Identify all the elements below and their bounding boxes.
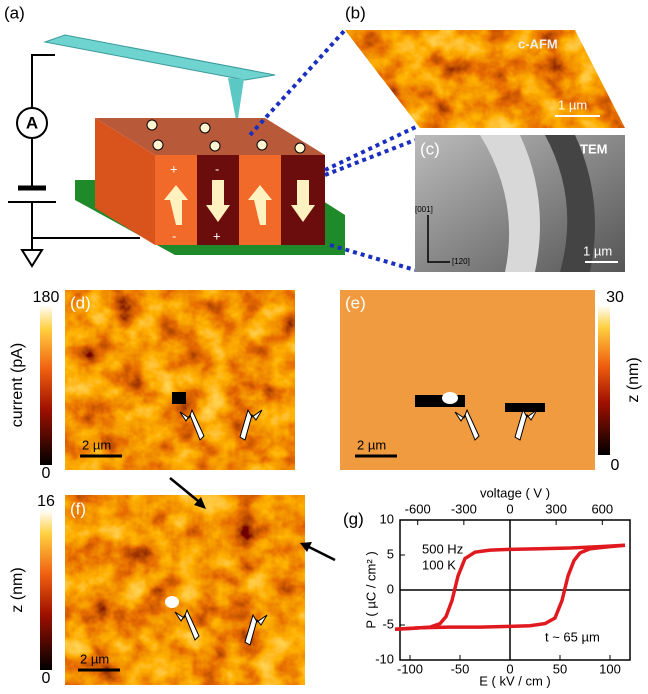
- cantilever: [45, 35, 275, 80]
- x2-tick-label: 0: [506, 501, 513, 516]
- contact: [200, 123, 210, 133]
- x2-tick-label: -600: [405, 501, 431, 516]
- x-tick-label: 100: [599, 661, 621, 676]
- colorbar-min: 0: [42, 465, 51, 482]
- defect: [165, 596, 179, 608]
- x2-tick-label: -300: [451, 501, 477, 516]
- scale-label: 2 µm: [82, 437, 111, 452]
- panel-label: (g): [343, 509, 364, 528]
- defect: [172, 392, 186, 404]
- ground: [22, 250, 42, 266]
- scale-label: 2 µm: [357, 437, 386, 452]
- x2-axis-label: voltage ( V ): [480, 485, 550, 500]
- y-tick-label: 0: [387, 581, 394, 596]
- x-tick-label: 0: [506, 661, 513, 676]
- panel-label: (d): [70, 293, 91, 312]
- contact: [153, 140, 163, 150]
- contact: [147, 120, 157, 130]
- sign: -: [172, 228, 176, 243]
- direction: [001]: [415, 205, 433, 214]
- colorbar: [40, 510, 52, 670]
- contact: [257, 140, 267, 150]
- wire: [32, 55, 55, 110]
- defect: [505, 403, 545, 412]
- panel-label: (a): [4, 3, 25, 22]
- panel-label: (b): [345, 3, 366, 22]
- ammeter-label: A: [26, 113, 38, 132]
- image-tag: c-AFM: [518, 36, 558, 51]
- panel-label: (c): [420, 139, 440, 158]
- tip: [228, 78, 244, 125]
- guide: [325, 140, 415, 175]
- x-tick-label: -50: [451, 661, 470, 676]
- y-tick-label: 10: [380, 511, 394, 526]
- annotation: 500 Hz: [422, 541, 463, 556]
- x-tick-label: 50: [553, 661, 567, 676]
- y-tick-label: 5: [387, 546, 394, 561]
- sign: +: [213, 228, 221, 243]
- x-tick-label: -100: [397, 661, 423, 676]
- y-tick-label: -10: [375, 651, 394, 666]
- colorbar-label: z (nm): [9, 567, 26, 612]
- x2-tick-label: 600: [591, 501, 613, 516]
- figure: (a) A + - - + (b) c-AFM 1 µm (c) TEM [00…: [0, 0, 648, 689]
- sign: -: [215, 161, 219, 176]
- colorbar-max: 180: [33, 289, 60, 306]
- contact: [210, 141, 220, 151]
- colorbar-label: z (nm): [625, 357, 642, 402]
- contact: [295, 143, 305, 153]
- direction: [120]: [452, 257, 470, 266]
- y-axis-label: P ( µC / cm² ): [363, 551, 378, 628]
- y-tick-label: -5: [382, 616, 394, 631]
- annotation: t ~ 65 µm: [545, 629, 600, 644]
- colorbar: [40, 305, 52, 465]
- colorbar-max: 30: [606, 289, 624, 306]
- colorbar-label: current (pA): [9, 343, 26, 427]
- colorbar-min: 0: [42, 670, 51, 687]
- colorbar: [598, 305, 610, 455]
- x-axis-label: E ( kV / cm ): [479, 673, 551, 688]
- scale-label: 1 µm: [583, 243, 612, 258]
- image-tag: TEM: [580, 141, 607, 156]
- panel-label: (f): [70, 499, 86, 518]
- guide: [325, 125, 420, 170]
- colorbar-min: 0: [611, 457, 620, 474]
- scale-label: 1 µm: [558, 97, 587, 112]
- x2-tick-label: 300: [545, 501, 567, 516]
- defect: [442, 392, 458, 404]
- pointer: [305, 545, 335, 560]
- panel-label: (e): [345, 293, 366, 312]
- sign: +: [170, 161, 178, 176]
- scale-label: 2 µm: [80, 651, 109, 666]
- colorbar-max: 16: [37, 493, 55, 510]
- annotation: 100 K: [422, 557, 456, 572]
